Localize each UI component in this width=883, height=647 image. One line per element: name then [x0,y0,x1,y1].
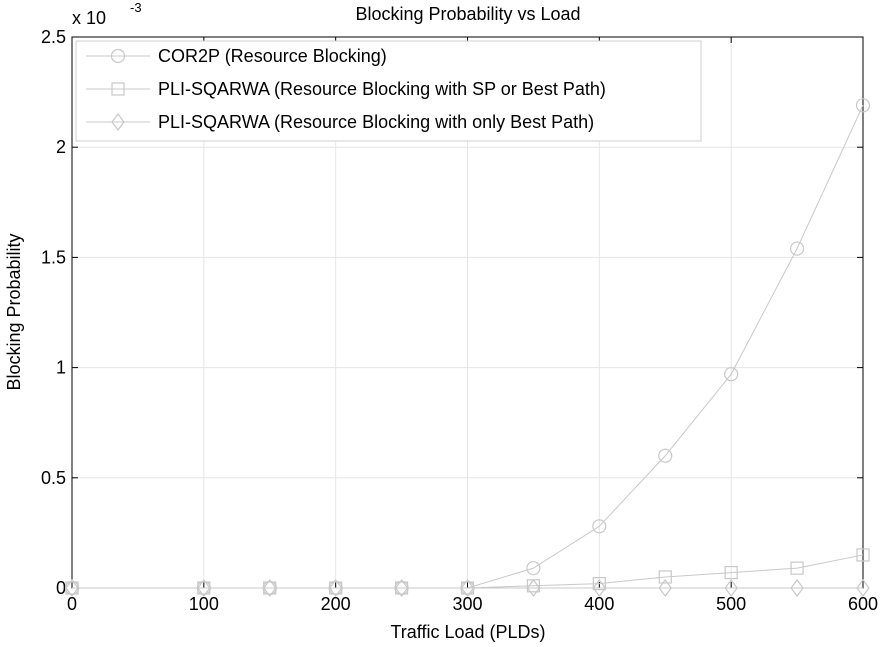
legend-label: COR2P (Resource Blocking) [158,46,387,66]
legend-marker-circle [110,48,126,64]
series-diamond [65,579,870,597]
data-point-square [724,565,738,580]
data-point-diamond [856,579,870,597]
data-point-diamond [724,579,738,597]
data-point-circle [789,241,805,256]
legend-entry: COR2P (Resource Blocking) [86,46,387,66]
y-axis-label: Blocking Probability [4,233,24,390]
legend: COR2P (Resource Blocking) PLI-SQARWA (Res… [75,40,702,142]
x-tick-label: 400 [584,594,614,614]
legend-box [75,40,702,142]
series-layer [64,98,871,597]
axis-ticks: 0 100 200 300 400 500 600 0 0.5 1 1.5 2 2.5 [41,27,878,614]
data-point-diamond [658,579,672,597]
legend-entry: PLI-SQARWA (Resource Blocking with SP or… [86,79,606,99]
data-point-diamond [394,579,409,597]
data-point-diamond [328,579,343,597]
data-point-diamond [790,579,804,597]
x-tick-label: 500 [716,594,746,614]
x-tick-label: 100 [189,594,219,614]
y-tick-label: 1 [56,358,66,378]
x-tick-label: 600 [848,594,878,614]
data-point-square [790,561,804,575]
legend-label: PLI-SQARWA (Resource Blocking with only … [158,112,594,132]
legend-marker-diamond [111,113,125,131]
legend-label: PLI-SQARWA (Resource Blocking with SP or… [158,79,606,99]
x-tick-label: 300 [452,594,482,614]
data-point-diamond [460,579,475,597]
y-exponent-base: x 10 [72,8,106,28]
data-point-diamond [592,579,607,597]
y-tick-label: 1.5 [41,247,66,267]
data-point-diamond [526,579,541,597]
data-point-diamond [197,579,211,597]
data-point-circle [592,519,607,534]
y-tick-label: 2 [56,137,66,157]
data-point-circle [526,561,541,576]
y-tick-label: 0.5 [41,468,66,488]
data-point-square [658,570,672,584]
x-tick-label: 0 [67,594,77,614]
y-tick-label: 0 [56,578,66,598]
data-point-square [592,576,606,591]
x-axis-label: Traffic Load (PLDs) [390,622,545,642]
data-point-circle [658,448,673,463]
y-exponent-power: -3 [130,0,142,15]
data-point-diamond [65,579,79,597]
legend-entry: PLI-SQARWA (Resource Blocking with only … [86,112,594,132]
legend-marker-square [111,82,125,96]
x-tick-label: 200 [321,594,351,614]
data-point-circle [724,367,739,382]
data-point-circle [855,98,871,113]
chart-title: Blocking Probability vs Load [355,4,580,24]
y-tick-label: 2.5 [41,27,66,47]
data-point-square [856,548,870,562]
data-point-diamond [263,579,277,597]
